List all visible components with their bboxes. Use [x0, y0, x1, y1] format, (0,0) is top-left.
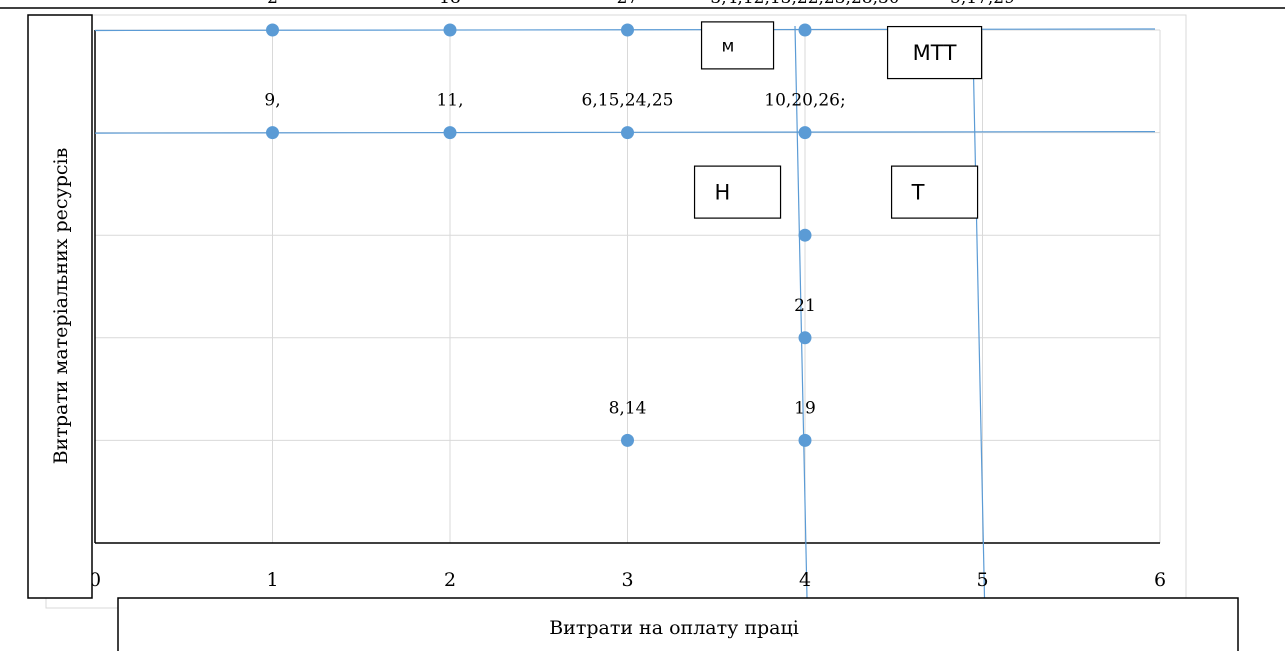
axes	[94, 30, 1160, 544]
data-point	[621, 23, 634, 37]
data-point	[621, 126, 634, 140]
data-point	[266, 23, 279, 37]
quadrant-label-boxes: м МТТ Н Т	[693, 21, 983, 219]
quadrant-label-box: Т	[890, 165, 979, 219]
data-point	[443, 126, 457, 140]
data-point	[621, 433, 634, 447]
data-label: 27	[617, 0, 639, 8]
data-point	[798, 433, 812, 447]
data-points	[266, 23, 812, 447]
quadrant-label: МТТ	[913, 41, 957, 65]
vertical-reference-line	[971, 25, 986, 599]
reference-lines	[94, 25, 1156, 599]
data-label: 8,14	[609, 398, 647, 418]
quadrant-label: Т	[911, 181, 925, 205]
x-axis-title-frame	[117, 597, 1239, 651]
x-tick-label: 3	[621, 569, 633, 591]
data-label: 19	[794, 398, 816, 418]
data-label: 10,20,26;	[764, 91, 845, 111]
data-label: 5,17,29	[950, 0, 1015, 8]
data-point	[798, 331, 812, 345]
point-labels: 2 18 27 3,4,12,13,22,23,28,30 9, 11, 6,15,24,2…	[264, 0, 1015, 418]
quadrant-label-box: м	[700, 21, 775, 70]
x-axis-title-box: Витрати на оплату праці	[117, 597, 1239, 651]
quadrant-label-frame	[700, 21, 775, 70]
data-label: 6,15,24,25	[582, 91, 674, 111]
quadrant-label-box: Н	[693, 165, 782, 219]
data-label: 18	[439, 0, 461, 8]
data-label: 11,	[436, 91, 463, 111]
x-axis-title: Витрати на оплату праці	[549, 617, 799, 639]
data-point	[798, 228, 812, 242]
quadrant-label-frame	[886, 25, 983, 80]
data-label: 9,	[264, 91, 280, 111]
y-axis-title-frame	[27, 14, 93, 599]
quadrant-label: м	[722, 37, 735, 57]
x-tick-label: 4	[799, 569, 811, 591]
data-point	[798, 23, 812, 37]
x-tick-label: 2	[444, 569, 456, 591]
quadrant-label-frame	[890, 165, 979, 219]
y-axis-title: Витрати матеріальних ресурсів	[50, 148, 72, 465]
data-label: 21	[794, 296, 816, 316]
quadrant-label: Н	[715, 181, 731, 205]
y-axis-title-box: Витрати матеріальних ресурсів	[27, 14, 93, 599]
data-point	[798, 126, 812, 140]
x-tick-label: 1	[266, 569, 278, 591]
x-tick-label: 6	[1154, 569, 1166, 591]
vertical-reference-line	[794, 25, 808, 599]
data-point	[266, 126, 279, 140]
data-label: 3,4,12,13,22,23,28,30	[710, 0, 899, 8]
x-tick-label: 5	[976, 569, 988, 591]
quadrant-label-frame	[693, 165, 782, 219]
data-label: 2	[267, 0, 278, 8]
quadrant-label-box: МТТ	[886, 25, 983, 80]
data-point	[443, 23, 457, 37]
